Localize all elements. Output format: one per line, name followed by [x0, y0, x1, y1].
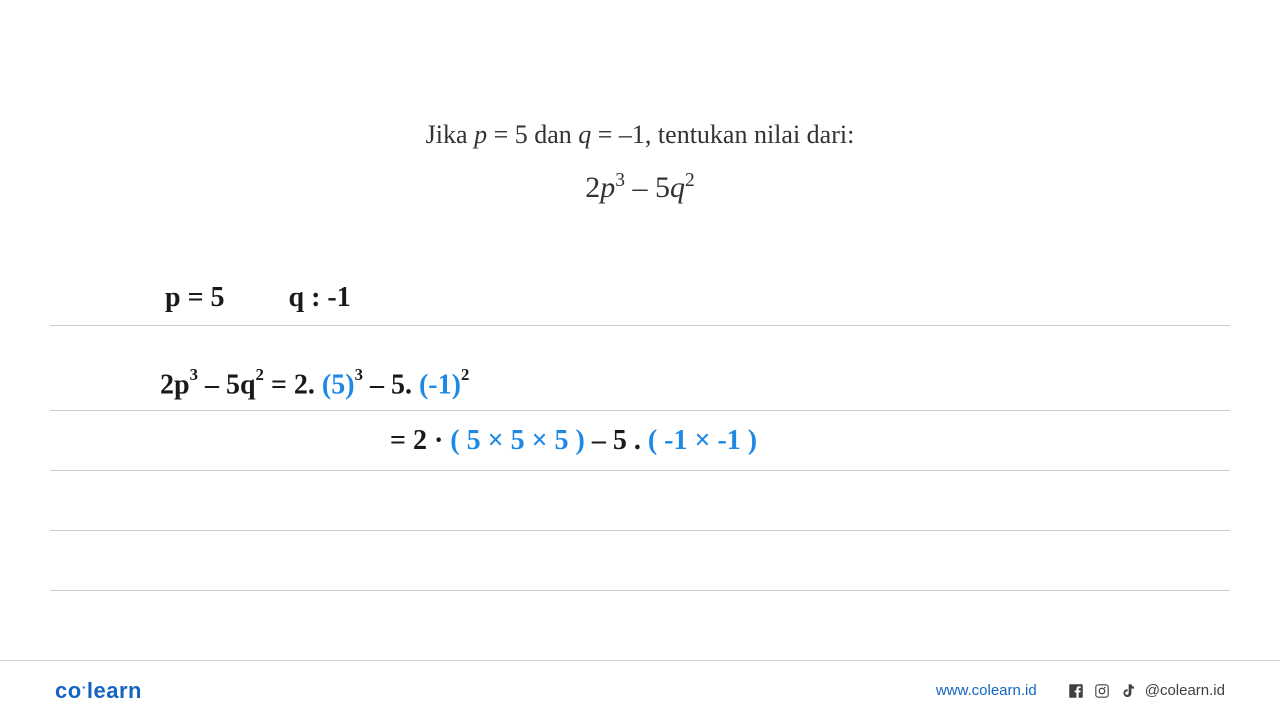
hw-rhs-paren-neg1: (-1): [419, 369, 461, 400]
expr-p: p: [600, 171, 615, 204]
expr-p-exp: 3: [615, 170, 625, 191]
footer-right: www.colearn.id @colearn.id: [936, 682, 1225, 700]
hw-lhs-2p: 2p: [160, 369, 190, 400]
hw-rhs-exp3: 3: [355, 365, 363, 384]
ruled-line: [50, 325, 1230, 326]
footer: co·learn www.colearn.id @colearn.id: [0, 660, 1280, 720]
ruled-line: [50, 410, 1230, 411]
hw-rhs-minus5: – 5.: [363, 369, 419, 400]
hw-rhs-paren5: (5): [322, 369, 355, 400]
hw-lhs-5q: – 5q: [198, 369, 256, 400]
expr-coef1: 2: [585, 171, 600, 204]
problem-statement: Jika p = 5 dan q = –1, tentukan nilai da…: [0, 120, 1280, 150]
hw-expand-5x5x5: ( 5 × 5 × 5 ): [450, 425, 585, 456]
facebook-icon: [1067, 682, 1085, 700]
p-equals: = 5 dan: [487, 120, 578, 149]
expr-minus: – 5: [625, 171, 670, 204]
tiktok-icon: [1119, 682, 1137, 700]
logo-learn: learn: [87, 678, 142, 703]
hw-p-value: p = 5: [165, 282, 225, 313]
brand-logo: co·learn: [55, 678, 142, 704]
hw-lhs-exp3: 3: [190, 365, 198, 384]
problem-expression: 2p3 – 5q2: [0, 170, 1280, 205]
hw-expand-neg1: ( -1 × -1 ): [648, 425, 757, 456]
logo-co: co: [55, 678, 82, 703]
ruled-line: [50, 470, 1230, 471]
instagram-icon: [1093, 682, 1111, 700]
social-links: @colearn.id: [1067, 682, 1225, 700]
hw-substitution-line: 2p3 – 5q2 = 2. (5)3 – 5. (-1)2: [160, 368, 469, 401]
social-handle: @colearn.id: [1145, 682, 1225, 699]
hw-given-values: p = 5 q : -1: [165, 282, 351, 314]
expr-q-exp: 2: [685, 170, 695, 191]
problem-prefix: Jika: [426, 120, 474, 149]
hw-rhs-2: 2.: [294, 369, 322, 400]
logo-dot: ·: [82, 679, 87, 695]
hw-eq1: =: [264, 369, 294, 400]
q-equals: = –1, tentukan nilai dari:: [591, 120, 854, 149]
var-p: p: [474, 120, 487, 149]
hw-lhs-exp2: 2: [256, 365, 264, 384]
website-url: www.colearn.id: [936, 682, 1037, 699]
problem-area: Jika p = 5 dan q = –1, tentukan nilai da…: [0, 0, 1280, 205]
ruled-line: [50, 530, 1230, 531]
hw-eq2: = 2 ·: [390, 425, 450, 456]
expr-q: q: [670, 171, 685, 204]
ruled-line: [50, 590, 1230, 591]
hw-minus-5dot: – 5 .: [585, 425, 648, 456]
hw-rhs-exp2: 2: [461, 365, 469, 384]
hw-q-value: q : -1: [289, 282, 351, 313]
hw-expansion-line: = 2 · ( 5 × 5 × 5 ) – 5 . ( -1 × -1 ): [390, 425, 757, 457]
var-q: q: [578, 120, 591, 149]
